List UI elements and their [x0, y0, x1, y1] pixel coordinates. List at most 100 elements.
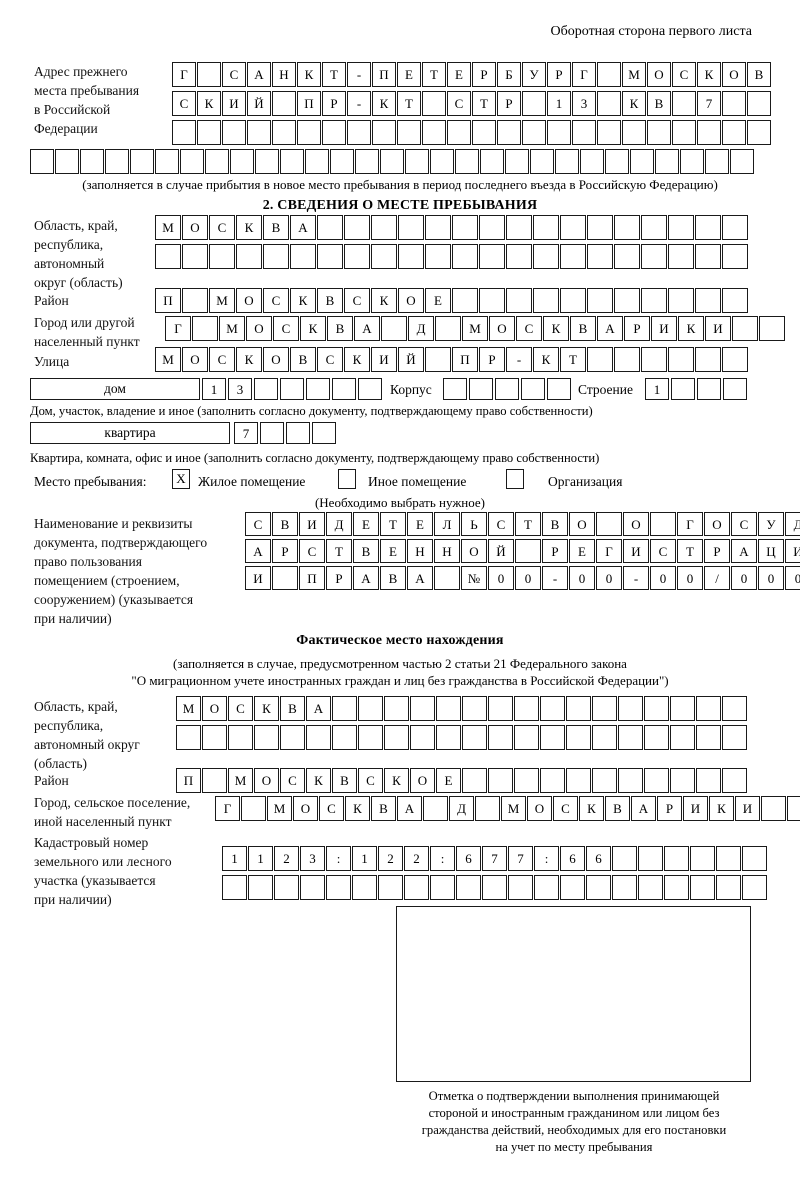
city-cell[interactable]: С [516, 316, 542, 341]
actual-city-cell[interactable]: С [553, 796, 578, 821]
district-cell[interactable] [533, 288, 559, 313]
korpus-cell[interactable] [495, 378, 519, 400]
prev-address-cell[interactable] [180, 149, 204, 174]
region-cell[interactable] [317, 215, 343, 240]
document-cell[interactable]: Е [569, 539, 595, 563]
actual-region-cell[interactable] [488, 696, 513, 721]
city-cell[interactable]: К [543, 316, 569, 341]
region-cell[interactable] [236, 244, 262, 269]
cadastral-cell[interactable]: 1 [248, 846, 273, 871]
document-cell[interactable]: - [623, 566, 649, 590]
cadastral-cell[interactable] [404, 875, 429, 900]
actual-district-cell[interactable]: С [280, 768, 305, 793]
actual-city-cell[interactable]: Г [215, 796, 240, 821]
document-cell[interactable]: С [245, 512, 271, 536]
prev-address-cell[interactable] [672, 91, 696, 116]
flat-cell[interactable]: 7 [234, 422, 258, 444]
actual-city-cell[interactable] [787, 796, 800, 821]
city-cell[interactable]: М [462, 316, 488, 341]
checkbox-organization[interactable] [506, 469, 524, 489]
cadastral-cell[interactable]: 2 [378, 846, 403, 871]
cadastral-cell[interactable] [248, 875, 273, 900]
document-cell[interactable]: Т [326, 539, 352, 563]
document-cell[interactable]: О [569, 512, 595, 536]
actual-city-cell[interactable] [761, 796, 786, 821]
actual-district-cell[interactable] [514, 768, 539, 793]
city-cell[interactable]: В [327, 316, 353, 341]
actual-city-cell[interactable] [475, 796, 500, 821]
document-cell[interactable]: 0 [758, 566, 784, 590]
document-cell[interactable]: 0 [596, 566, 622, 590]
region-cell[interactable] [155, 244, 181, 269]
region-cell[interactable] [371, 244, 397, 269]
prev-address-cell[interactable]: Т [397, 91, 421, 116]
document-cell[interactable]: 0 [488, 566, 514, 590]
prev-address-cell[interactable]: У [522, 62, 546, 87]
region-cell[interactable]: К [236, 215, 262, 240]
actual-city-cell[interactable]: С [319, 796, 344, 821]
actual-region-cell[interactable] [566, 696, 591, 721]
actual-region-cell[interactable] [670, 696, 695, 721]
prev-address-cell[interactable] [205, 149, 229, 174]
document-cell[interactable]: - [542, 566, 568, 590]
region-cell[interactable] [506, 244, 532, 269]
house-cell[interactable] [358, 378, 382, 400]
document-cell[interactable]: А [245, 539, 271, 563]
actual-region-cell[interactable] [514, 696, 539, 721]
prev-address-cell[interactable]: О [647, 62, 671, 87]
document-row-3[interactable]: И П Р А В А № 0 0-0 0-0 0/0 0 0 [245, 566, 800, 590]
prev-address-cell[interactable] [322, 120, 346, 145]
district-cell[interactable]: М [209, 288, 235, 313]
document-cell[interactable]: Д [785, 512, 800, 536]
actual-district-cell[interactable] [202, 768, 227, 793]
document-cell[interactable] [515, 539, 541, 563]
stroenie-cell[interactable] [671, 378, 695, 400]
document-cell[interactable]: Т [515, 512, 541, 536]
region-cell[interactable] [722, 244, 748, 269]
actual-region-cell[interactable] [592, 696, 617, 721]
document-cell[interactable]: И [623, 539, 649, 563]
actual-region-cell[interactable] [540, 725, 565, 750]
district-cell[interactable]: К [290, 288, 316, 313]
actual-region-cell[interactable] [228, 725, 253, 750]
street-cell[interactable] [614, 347, 640, 372]
cadastral-cell[interactable]: 7 [482, 846, 507, 871]
actual-region-cell[interactable] [618, 696, 643, 721]
prev-address-cell[interactable]: 3 [572, 91, 596, 116]
cadastral-cell[interactable]: : [326, 846, 351, 871]
region-cell[interactable] [452, 244, 478, 269]
actual-city-cell[interactable]: О [293, 796, 318, 821]
document-cell[interactable]: В [272, 512, 298, 536]
prev-address-cell[interactable] [230, 149, 254, 174]
prev-address-cell[interactable]: Е [447, 62, 471, 87]
street-cell[interactable] [425, 347, 451, 372]
prev-address-cell[interactable]: - [347, 62, 371, 87]
region-cell[interactable] [533, 244, 559, 269]
prev-address-cell[interactable] [422, 91, 446, 116]
actual-region-cell[interactable] [436, 725, 461, 750]
document-cell[interactable]: И [245, 566, 271, 590]
actual-region-row-2[interactable] [176, 725, 747, 750]
actual-region-cell[interactable] [696, 725, 721, 750]
prev-address-cell[interactable]: К [297, 62, 321, 87]
prev-address-row-3[interactable] [172, 120, 771, 145]
document-cell[interactable]: 0 [731, 566, 757, 590]
house-cell[interactable]: 1 [202, 378, 226, 400]
prev-address-cell[interactable]: А [247, 62, 271, 87]
region-cell[interactable] [668, 215, 694, 240]
document-cell[interactable]: Р [704, 539, 730, 563]
prev-address-cell[interactable] [730, 149, 754, 174]
actual-district-cell[interactable]: О [254, 768, 279, 793]
prev-address-cell[interactable] [497, 120, 521, 145]
actual-region-cell[interactable] [202, 725, 227, 750]
document-cell[interactable]: № [461, 566, 487, 590]
actual-city-cell[interactable]: К [345, 796, 370, 821]
document-cell[interactable]: А [407, 566, 433, 590]
cadastral-cell[interactable] [274, 875, 299, 900]
prev-address-cell[interactable] [747, 91, 771, 116]
prev-address-cell[interactable] [522, 91, 546, 116]
actual-region-cell[interactable]: А [306, 696, 331, 721]
prev-address-cell[interactable]: Р [497, 91, 521, 116]
